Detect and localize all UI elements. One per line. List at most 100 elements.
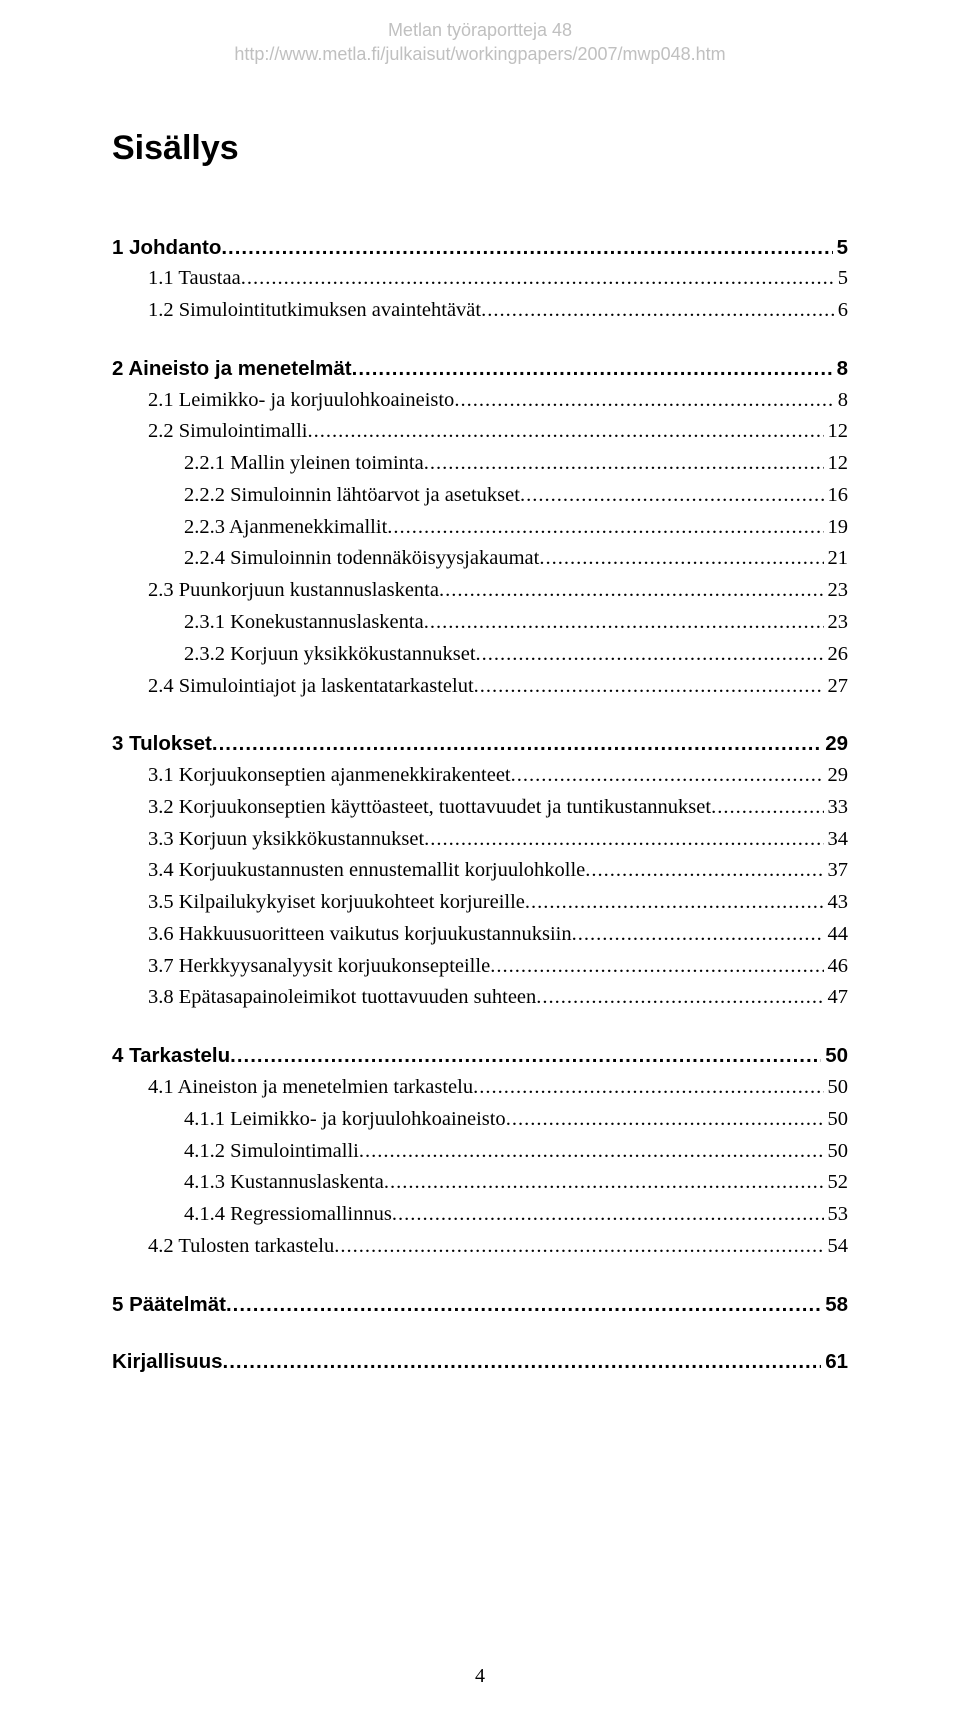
running-header: Metlan työraportteja 48 http://www.metla… [112, 18, 848, 67]
toc-dot-leaders [511, 760, 824, 792]
toc-entry: 4.1 Aineiston ja menetelmien tarkastelu … [112, 1072, 848, 1104]
toc-entry-page: 12 [824, 448, 849, 480]
toc-dot-leaders [481, 295, 834, 327]
toc-entry-page: 52 [824, 1167, 849, 1199]
toc-entry-page: 58 [821, 1289, 848, 1321]
toc-entry-page: 46 [824, 951, 849, 983]
toc-entry-label: 3.4 Korjuukustannusten ennustemallit kor… [148, 855, 585, 887]
toc-entry-page: 5 [834, 263, 848, 295]
toc-entry: 3.3 Korjuun yksikkökustannukset 34 [112, 824, 848, 856]
toc-entry: 3 Tulokset 29 [112, 728, 848, 760]
toc-dot-leaders [439, 575, 824, 607]
toc-dot-leaders [212, 728, 821, 760]
toc-entry: 2.4 Simulointiajot ja laskentatarkastelu… [112, 671, 848, 703]
toc-entry-label: 3.6 Hakkuusuoritteen vaikutus korjuukust… [148, 919, 572, 951]
toc-entry-label: Kirjallisuus [112, 1346, 223, 1378]
toc-entry-label: 4.2 Tulosten tarkastelu [148, 1231, 334, 1263]
toc-dot-leaders [387, 512, 823, 544]
toc-entry-label: 2.2.2 Simuloinnin lähtöarvot ja asetukse… [184, 480, 520, 512]
toc-dot-leaders [424, 824, 823, 856]
toc-entry-page: 50 [821, 1040, 848, 1072]
toc-entry-page: 50 [824, 1104, 849, 1136]
toc-entry-label: 2.2.4 Simuloinnin todennäköisyysjakaumat [184, 543, 539, 575]
toc-entry-label: 2.2.1 Mallin yleinen toiminta [184, 448, 424, 480]
toc-entry-page: 37 [824, 855, 849, 887]
toc-dot-leaders [334, 1231, 823, 1263]
toc-entry: 3.7 Herkkyysanalyysit korjuukonsepteille… [112, 951, 848, 983]
table-of-contents: 1 Johdanto 51.1 Taustaa 51.2 Simulointit… [112, 232, 848, 1379]
toc-entry-label: 2.4 Simulointiajot ja laskentatarkastelu… [148, 671, 474, 703]
toc-entry-label: 2.3 Puunkorjuun kustannuslaskenta [148, 575, 439, 607]
toc-dot-leaders [352, 353, 833, 385]
toc-entry-label: 1.2 Simulointitutkimuksen avaintehtävät [148, 295, 481, 327]
toc-dot-leaders [241, 263, 834, 295]
toc-dot-leaders [307, 416, 823, 448]
toc-section-gap [112, 327, 848, 353]
toc-entry-page: 23 [824, 575, 849, 607]
toc-entry-label: 3.1 Korjuukonseptien ajanmenekkirakentee… [148, 760, 511, 792]
toc-entry-page: 34 [824, 824, 849, 856]
toc-entry-page: 12 [824, 416, 849, 448]
document-page: Metlan työraportteja 48 http://www.metla… [0, 0, 960, 1712]
toc-entry-page: 50 [824, 1072, 849, 1104]
page-number: 4 [0, 1665, 960, 1688]
toc-entry-page: 54 [824, 1231, 849, 1263]
toc-entry: 3.4 Korjuukustannusten ennustemallit kor… [112, 855, 848, 887]
toc-entry-page: 44 [824, 919, 849, 951]
toc-entry: 2.1 Leimikko- ja korjuulohkoaineisto 8 [112, 385, 848, 417]
toc-dot-leaders [476, 639, 824, 671]
toc-dot-leaders [711, 792, 823, 824]
toc-dot-leaders [506, 1104, 824, 1136]
toc-dot-leaders [424, 607, 824, 639]
toc-entry-page: 29 [821, 728, 848, 760]
toc-entry-page: 26 [824, 639, 849, 671]
toc-entry: 4.1.2 Simulointimalli 50 [112, 1136, 848, 1168]
toc-dot-leaders [392, 1199, 824, 1231]
toc-entry-label: 3.5 Kilpailukykyiset korjuukohteet korju… [148, 887, 525, 919]
toc-entry: 2.2.4 Simuloinnin todennäköisyysjakaumat… [112, 543, 848, 575]
toc-entry: 3.2 Korjuukonseptien käyttöasteet, tuott… [112, 792, 848, 824]
toc-entry: 3.6 Hakkuusuoritteen vaikutus korjuukust… [112, 919, 848, 951]
toc-dot-leaders [226, 1289, 821, 1321]
toc-dot-leaders [520, 480, 824, 512]
toc-entry-page: 21 [824, 543, 849, 575]
toc-entry: 2.3 Puunkorjuun kustannuslaskenta 23 [112, 575, 848, 607]
toc-entry: 2.2.3 Ajanmenekkimallit 19 [112, 512, 848, 544]
toc-entry-label: 2.1 Leimikko- ja korjuulohkoaineisto [148, 385, 454, 417]
toc-dot-leaders [536, 982, 823, 1014]
toc-entry-label: 2 Aineisto ja menetelmät [112, 353, 352, 385]
toc-entry-page: 8 [833, 353, 848, 385]
toc-entry-label: 3 Tulokset [112, 728, 212, 760]
toc-entry: 4.1.1 Leimikko- ja korjuulohkoaineisto 5… [112, 1104, 848, 1136]
toc-entry-page: 61 [821, 1346, 848, 1378]
toc-entry-label: 4.1.4 Regressiomallinnus [184, 1199, 392, 1231]
toc-entry: 1 Johdanto 5 [112, 232, 848, 264]
toc-entry-label: 5 Päätelmät [112, 1289, 226, 1321]
toc-entry-label: 3.8 Epätasapainoleimikot tuottavuuden su… [148, 982, 536, 1014]
toc-section-gap [112, 1014, 848, 1040]
toc-entry-label: 2.3.1 Konekustannuslaskenta [184, 607, 424, 639]
toc-dot-leaders [223, 1346, 822, 1378]
toc-entry-page: 53 [824, 1199, 849, 1231]
toc-entry: 2.2.2 Simuloinnin lähtöarvot ja asetukse… [112, 480, 848, 512]
toc-entry-label: 4.1.1 Leimikko- ja korjuulohkoaineisto [184, 1104, 506, 1136]
toc-entry-label: 2.3.2 Korjuun yksikkökustannukset [184, 639, 476, 671]
toc-entry-page: 33 [824, 792, 849, 824]
running-header-line-2: http://www.metla.fi/julkaisut/workingpap… [112, 42, 848, 66]
toc-entry-page: 6 [834, 295, 848, 327]
toc-entry: 2.3.2 Korjuun yksikkökustannukset 26 [112, 639, 848, 671]
toc-entry-page: 47 [824, 982, 849, 1014]
toc-entry-page: 16 [824, 480, 849, 512]
toc-entry-label: 4.1.2 Simulointimalli [184, 1136, 359, 1168]
toc-entry-page: 27 [824, 671, 849, 703]
toc-entry-page: 23 [824, 607, 849, 639]
toc-entry: 3.8 Epätasapainoleimikot tuottavuuden su… [112, 982, 848, 1014]
running-header-line-1: Metlan työraportteja 48 [112, 18, 848, 42]
toc-entry-label: 4.1 Aineiston ja menetelmien tarkastelu [148, 1072, 473, 1104]
toc-entry-label: 2.2 Simulointimalli [148, 416, 307, 448]
toc-dot-leaders [221, 232, 832, 264]
toc-dot-leaders [490, 951, 823, 983]
toc-entry-label: 2.2.3 Ajanmenekkimallit [184, 512, 387, 544]
toc-dot-leaders [454, 385, 833, 417]
toc-entry: 4.1.3 Kustannuslaskenta 52 [112, 1167, 848, 1199]
